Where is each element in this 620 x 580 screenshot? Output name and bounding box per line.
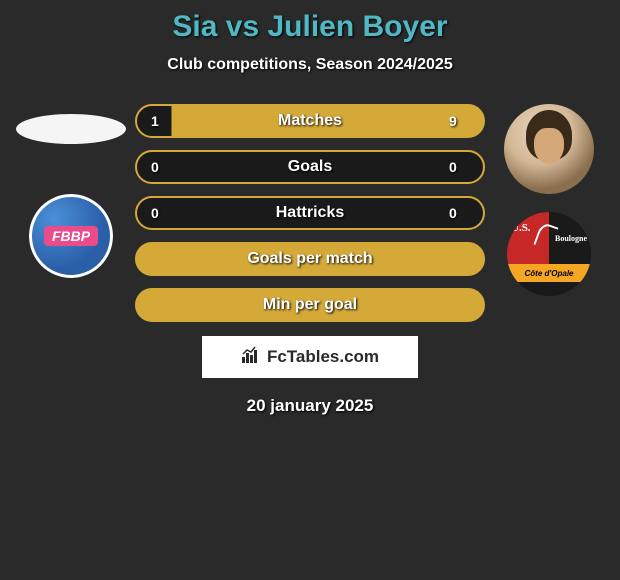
chart-icon <box>241 346 261 369</box>
club-right-bou: Boulogne <box>555 234 587 243</box>
right-player-col: U.S. Boulogne Côte d'Opale <box>499 104 599 296</box>
club-badge-left-label: FBBP <box>44 226 98 246</box>
club-right-strip: Côte d'Opale <box>507 264 591 282</box>
stat-row-gpm: Goals per match <box>135 242 485 276</box>
stat-right-goals: 0 <box>449 159 469 175</box>
stat-label-mpg: Min per goal <box>263 296 357 314</box>
stat-label-matches: Matches <box>278 112 342 130</box>
stat-row-goals: 0 Goals 0 <box>135 150 485 184</box>
stat-label-hattricks: Hattricks <box>276 204 344 222</box>
page-title: Sia vs Julien Boyer <box>0 10 620 44</box>
stats-column: 1 Matches 9 0 Goals 0 0 Hattricks 0 Goal… <box>135 104 485 322</box>
player-avatar-left <box>16 114 126 144</box>
subtitle: Club competitions, Season 2024/2025 <box>0 56 620 74</box>
stat-left-hattricks: 0 <box>151 205 171 221</box>
stat-row-hattricks: 0 Hattricks 0 <box>135 196 485 230</box>
brand-badge[interactable]: FcTables.com <box>202 336 418 378</box>
stat-label-goals: Goals <box>288 158 332 176</box>
stat-left-goals: 0 <box>151 159 171 175</box>
club-badge-right: U.S. Boulogne Côte d'Opale <box>507 212 591 296</box>
stat-right-matches: 9 <box>449 113 469 129</box>
stat-row-mpg: Min per goal <box>135 288 485 322</box>
left-player-col: FBBP <box>21 104 121 278</box>
stat-left-matches: 1 <box>151 113 171 129</box>
date-text: 20 january 2025 <box>0 396 620 416</box>
player-avatar-right <box>504 104 594 194</box>
club-right-us: U.S. <box>511 222 531 234</box>
brand-text: FcTables.com <box>267 347 379 367</box>
comparison-card: Sia vs Julien Boyer Club competitions, S… <box>0 0 620 426</box>
stat-right-hattricks: 0 <box>449 205 469 221</box>
stat-row-matches: 1 Matches 9 <box>135 104 485 138</box>
main-row: FBBP 1 Matches 9 0 Goals 0 0 Hattricks 0… <box>0 104 620 322</box>
club-badge-left: FBBP <box>29 194 113 278</box>
stat-label-gpm: Goals per match <box>247 250 372 268</box>
